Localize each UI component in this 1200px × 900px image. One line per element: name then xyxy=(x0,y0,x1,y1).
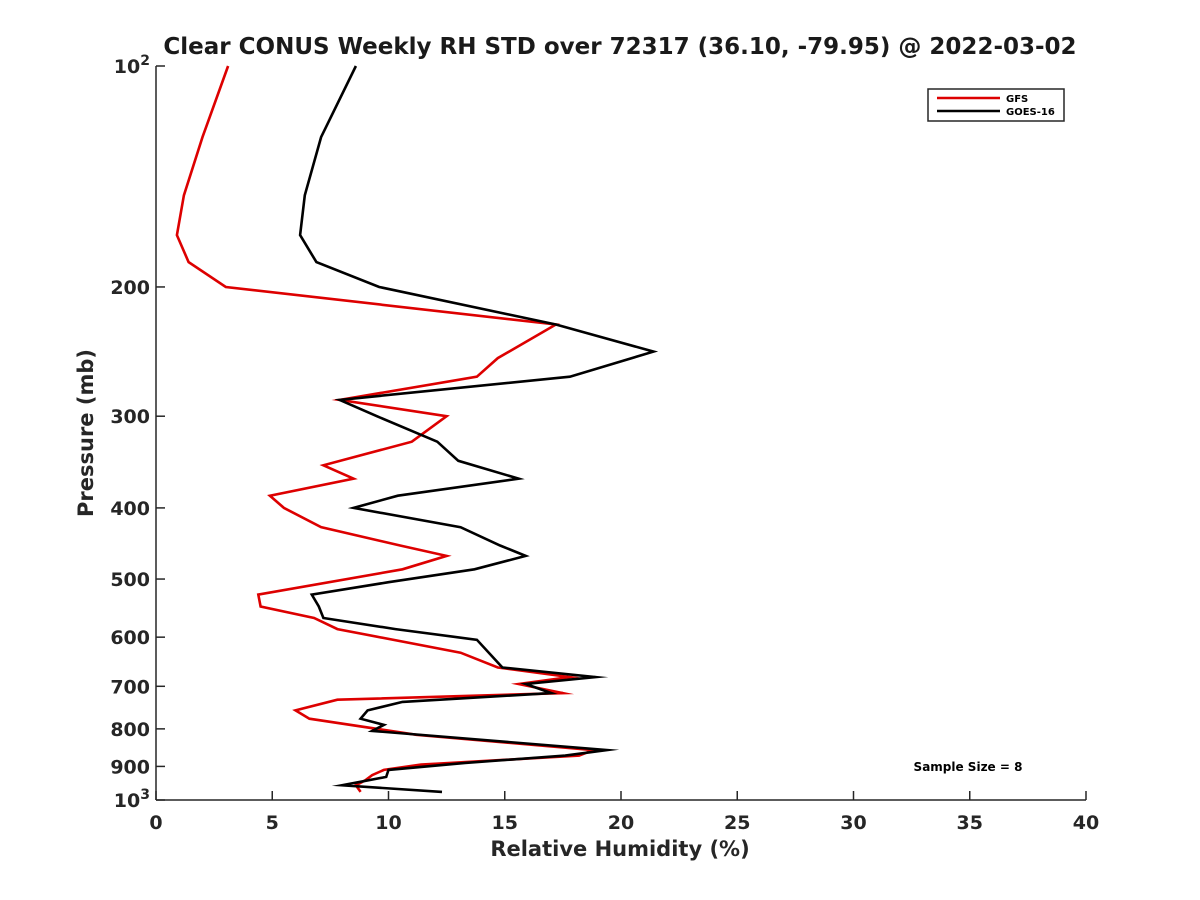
legend-label-goes-16: GOES-16 xyxy=(1006,107,1055,118)
y-tick-label: 400 xyxy=(110,498,150,520)
x-tick-label: 35 xyxy=(957,812,983,834)
x-axis-label: Relative Humidity (%) xyxy=(490,837,749,861)
y-tick-label: 800 xyxy=(110,719,150,741)
y-tick-label: 500 xyxy=(110,569,150,591)
y-axis-label: Pressure (mb) xyxy=(74,349,98,517)
y-tick-label: 200 xyxy=(110,277,150,299)
x-tick-label: 40 xyxy=(1073,812,1099,834)
legend: GFS GOES-16 xyxy=(927,88,1065,122)
y-tick-label: 900 xyxy=(110,756,150,778)
x-tick-label: 0 xyxy=(149,812,162,834)
y-tick-label: 700 xyxy=(110,676,150,698)
y-tick-label: 300 xyxy=(110,406,150,428)
x-tick-label: 10 xyxy=(375,812,401,834)
x-tick-label: 15 xyxy=(492,812,518,834)
x-tick-label: 5 xyxy=(266,812,279,834)
x-tick-label: 20 xyxy=(608,812,634,834)
legend-label-gfs: GFS xyxy=(1006,94,1028,105)
sample-size-annotation: Sample Size = 8 xyxy=(914,760,1023,774)
x-tick-label: 30 xyxy=(840,812,866,834)
legend-box xyxy=(927,88,1065,122)
series-line-goes-16 xyxy=(298,65,659,794)
y-tick-label: 600 xyxy=(110,627,150,649)
y-tick-label: 102 xyxy=(114,53,150,78)
y-tick-label: 103 xyxy=(114,787,150,812)
chart-title: Clear CONUS Weekly RH STD over 72317 (36… xyxy=(163,34,1076,60)
axes: 0 5 10 15 20 25 30 35 40 102 200 300 400 500 600 700 800… xyxy=(110,53,1099,834)
x-tick-label: 25 xyxy=(724,812,750,834)
series-group xyxy=(175,65,659,794)
